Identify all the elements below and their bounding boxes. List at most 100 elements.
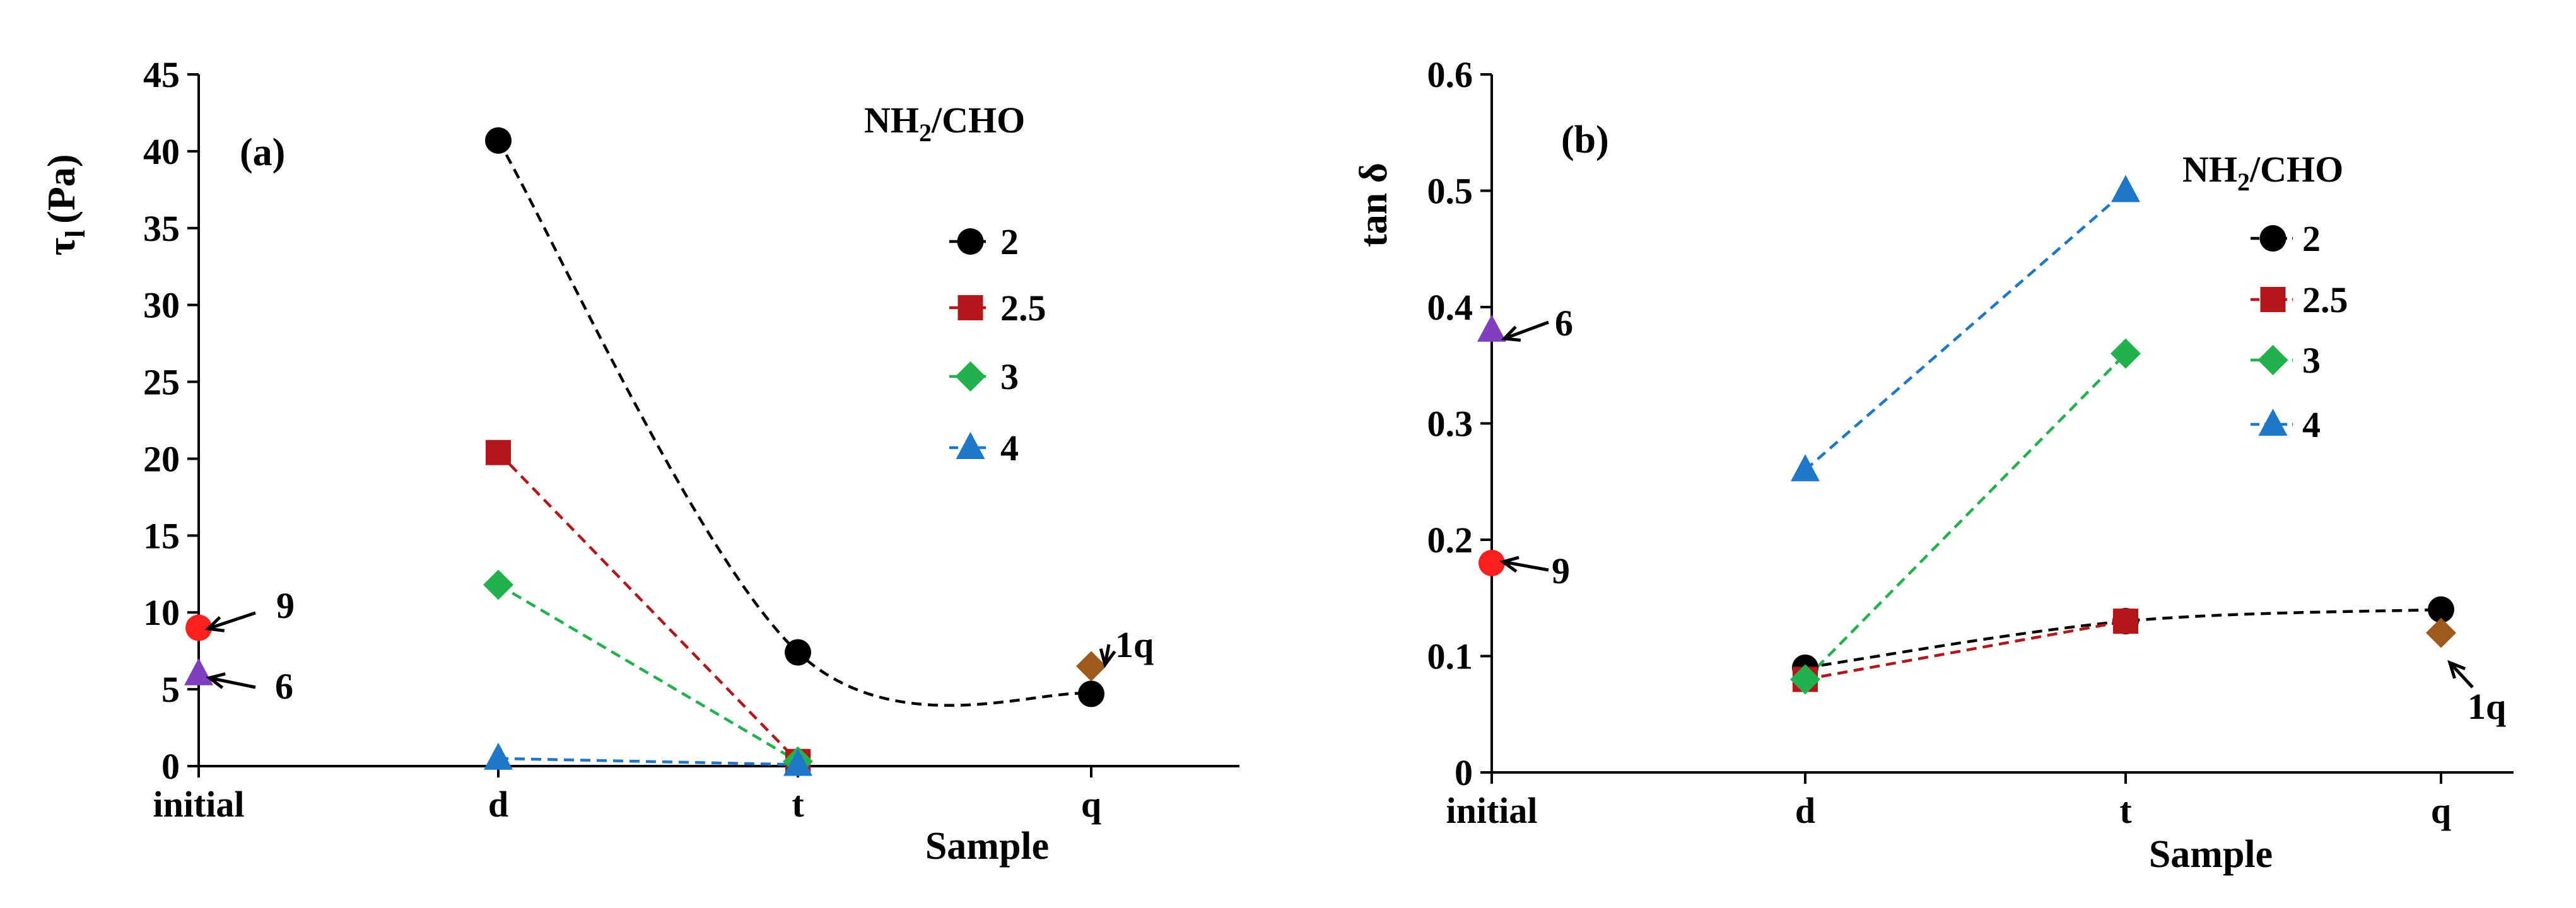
y-axis-title-main: tan δ xyxy=(1352,163,1395,247)
x-axis-title: Sample xyxy=(2149,833,2273,876)
y-tick-label: 0.5 xyxy=(1427,171,1473,212)
legend-title: NH2/CHO xyxy=(2182,149,2343,196)
series-2-line xyxy=(1805,608,2442,670)
series-3-point xyxy=(1790,664,1820,695)
legend-2-marker xyxy=(2259,225,2286,252)
series-4-line xyxy=(1804,189,2127,471)
annotation-arrow-9 xyxy=(1499,556,1549,573)
chart-a: 0 5 10 15 20 25 30 35 40 45 initial d t q Sample τl (Pa)… xyxy=(40,54,1239,868)
legend-title-post: /CHO xyxy=(931,100,1025,141)
y-tick-label: 25 xyxy=(143,362,180,403)
annotation-arrow-6-head xyxy=(206,672,226,689)
annotated-point-6 xyxy=(184,658,213,685)
annotation-label-1q: 1q xyxy=(2468,686,2506,727)
y-tick-label: 30 xyxy=(143,285,180,326)
series-4-line xyxy=(498,757,799,766)
annotation-arrow-1q-head xyxy=(1099,648,1116,668)
y-tick-label: 0.2 xyxy=(1427,520,1473,561)
series-4-point xyxy=(2111,175,2140,202)
x-tick-label: q xyxy=(2431,790,2451,831)
annotation-arrow-9-head xyxy=(204,616,225,632)
chart-b: 0 0.1 0.2 0.3 0.4 0.5 0.6 initial d t q Sample tan δ… xyxy=(1352,54,2514,876)
series-4-point xyxy=(1791,454,1820,482)
annotation-label-6: 6 xyxy=(1555,303,1573,344)
annotation-arrow-6-shaft xyxy=(209,676,256,689)
series-3-point xyxy=(483,569,513,600)
legend-title-pre: NH xyxy=(2182,149,2237,190)
y-tick-label: 0.4 xyxy=(1427,287,1473,328)
legend-title-pre: NH xyxy=(864,100,919,141)
annotation-label-1q: 1q xyxy=(1115,624,1154,665)
annotation-arrow-9-head xyxy=(1499,556,1519,573)
y-tick-label: 0.6 xyxy=(1427,54,1473,95)
annotated-point-9 xyxy=(185,614,212,641)
legend-title: NH2/CHO xyxy=(864,100,1025,147)
annotation-arrow-9-shaft xyxy=(1502,560,1549,572)
annotation-arrow-6-head xyxy=(1501,325,1521,342)
series-2-point xyxy=(485,127,512,154)
series-3-point xyxy=(2111,338,2141,369)
legend-4-label: 4 xyxy=(2302,404,2321,445)
series-4-point xyxy=(484,742,513,770)
series-2.5-line xyxy=(1805,619,2126,681)
panel-label: (b) xyxy=(1561,119,1609,161)
annotation-arrow-9-shaft xyxy=(208,611,256,631)
y-tick-label: 20 xyxy=(143,438,180,479)
x-axis-title: Sample xyxy=(925,825,1049,868)
legend-title-sub: 2 xyxy=(2237,168,2250,196)
x-tick-label: d xyxy=(488,784,508,825)
y-tick-label: 15 xyxy=(143,515,180,556)
legend-4-marker xyxy=(956,432,985,459)
series-2.5-point xyxy=(2113,608,2138,634)
y-axis-title-main: τ xyxy=(40,238,83,256)
legend-4-marker xyxy=(2258,409,2288,436)
y-axis-title-unit: (Pa) xyxy=(40,154,83,224)
annotation-arrow-6-shaft xyxy=(1504,320,1549,340)
annotation-arrow-6 xyxy=(206,672,256,689)
annotated-point-9 xyxy=(1478,549,1505,576)
y-tick-label: 5 xyxy=(161,669,180,710)
x-tick-label: t xyxy=(792,784,804,825)
x-tick-label: d xyxy=(1795,790,1815,831)
x-tick-label: initial xyxy=(153,784,244,825)
series-2.5-line xyxy=(497,451,799,763)
legend-2.5-label: 2.5 xyxy=(2302,279,2348,320)
y-axis-title: tan δ xyxy=(1352,163,1395,247)
annotation-arrow-1q xyxy=(2447,660,2474,689)
annotation-label-9: 9 xyxy=(276,585,295,626)
annotated-point-1q xyxy=(1076,651,1106,682)
y-tick-label: 10 xyxy=(143,592,180,633)
legend: NH2/CHO 2 2.5 3 4 xyxy=(864,100,1046,469)
annotation-arrow-6 xyxy=(1501,320,1549,342)
legend-2.5-label: 2.5 xyxy=(1000,288,1046,329)
annotated-point-1q xyxy=(2426,617,2456,648)
legend-3-label: 3 xyxy=(1000,356,1019,397)
series-3-line xyxy=(497,583,799,763)
annotation-label-9: 9 xyxy=(1552,550,1570,591)
annotation-arrow-1q xyxy=(1099,644,1116,668)
annotation-arrow-1q-head xyxy=(2447,660,2466,679)
legend-2-marker xyxy=(957,228,984,255)
y-axis-title-sub: l xyxy=(60,230,91,238)
annotated-point-6 xyxy=(1477,314,1506,342)
y-tick-label: 0 xyxy=(1455,752,1473,793)
y-tick-label: 0 xyxy=(161,746,180,787)
y-tick-label: 0.3 xyxy=(1427,404,1473,445)
legend-4-label: 4 xyxy=(1000,428,1019,469)
x-tick-label: initial xyxy=(1446,790,1537,831)
y-tick-label: 0.1 xyxy=(1427,636,1473,677)
annotation-label-6: 6 xyxy=(275,666,293,707)
legend-2-label: 2 xyxy=(1000,221,1019,262)
legend-3-marker xyxy=(2257,345,2288,375)
annotation-arrow-9 xyxy=(204,611,256,632)
legend-2.5-marker xyxy=(2260,287,2286,312)
legend-3-marker xyxy=(955,361,986,392)
legend-title-post: /CHO xyxy=(2249,149,2343,190)
legend-2.5-marker xyxy=(957,295,983,320)
x-tick-label: t xyxy=(2119,790,2132,831)
series-2-line xyxy=(497,139,1092,707)
series-4-point xyxy=(783,748,812,776)
series-3-line xyxy=(1804,352,2127,680)
y-tick-label: 35 xyxy=(143,208,180,249)
